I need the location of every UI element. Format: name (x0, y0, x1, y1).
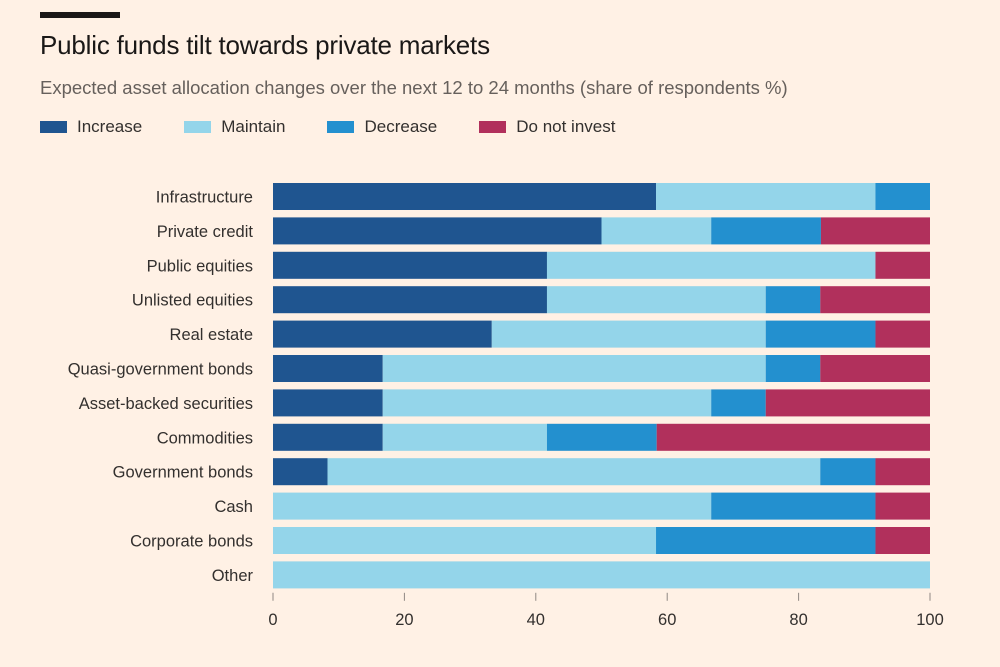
legend-label-increase: Increase (77, 117, 143, 136)
bar-increase-quasi-government-bonds (273, 355, 383, 382)
category-label: Private credit (157, 223, 254, 241)
legend-item-do-not-invest: Do not invest (479, 117, 615, 137)
legend-label-maintain: Maintain (221, 117, 286, 136)
category-label: Real estate (170, 326, 253, 344)
category-label: Quasi-government bonds (68, 361, 253, 379)
bar-maintain-government-bonds (327, 458, 821, 486)
bar-maintain-commodities (382, 423, 547, 451)
chart-subtitle: Expected asset allocation changes over t… (40, 77, 788, 98)
bar-do-not-invest-asset-backed-securities (765, 389, 930, 417)
bar-maintain-public-equities (546, 251, 876, 279)
bar-decrease-real-estate (765, 320, 876, 348)
bar-maintain-asset-backed-securities (382, 389, 712, 417)
bar-increase-public-equities (273, 251, 547, 279)
chart-title: Public funds tilt towards private market… (40, 30, 490, 60)
legend-swatch-maintain (184, 121, 212, 133)
bar-increase-commodities (273, 423, 383, 451)
bar-decrease-unlisted-equities (765, 286, 821, 314)
bar-do-not-invest-public-equities (875, 251, 930, 279)
bar-decrease-private-credit (711, 217, 821, 245)
bar-decrease-asset-backed-securities (711, 389, 766, 417)
bar-maintain-quasi-government-bonds (382, 355, 766, 382)
x-tick-label: 0 (268, 611, 277, 629)
legend-swatch-decrease (327, 121, 355, 133)
bar-increase-private-credit (273, 217, 602, 245)
bar-increase-unlisted-equities (273, 286, 547, 314)
brand-bar (40, 12, 120, 18)
bar-maintain-unlisted-equities (546, 286, 766, 314)
bar-increase-infrastructure (273, 183, 657, 210)
x-tick-label: 40 (527, 611, 545, 629)
stacked-bar-chart: Infrastructure Private credit Public equit… (68, 183, 944, 629)
category-label: Asset-backed securities (79, 395, 253, 413)
bar-increase-government-bonds (273, 458, 328, 486)
category-label: Cash (214, 498, 253, 516)
category-label: Commodities (157, 429, 253, 447)
x-tick-label: 100 (916, 611, 944, 629)
bar-increase-real-estate (273, 320, 492, 348)
bar-do-not-invest-corporate-bonds (875, 527, 930, 554)
legend-swatch-do-not-invest (479, 121, 507, 133)
bar-do-not-invest-private-credit (820, 217, 930, 245)
bar-do-not-invest-unlisted-equities (820, 286, 930, 314)
x-tick-label: 20 (395, 611, 413, 629)
bar-decrease-government-bonds (820, 458, 876, 486)
bar-decrease-infrastructure (875, 183, 930, 210)
bar-maintain-infrastructure (656, 183, 876, 210)
bar-maintain-private-credit (601, 217, 712, 245)
category-label: Infrastructure (156, 189, 253, 207)
category-label: Unlisted equities (132, 292, 253, 310)
bar-do-not-invest-commodities (656, 423, 930, 451)
bar-decrease-commodities (546, 423, 657, 451)
bar-maintain-corporate-bonds (273, 527, 657, 554)
legend-label-decrease: Decrease (364, 117, 438, 136)
bar-decrease-cash (711, 492, 876, 520)
bar-decrease-quasi-government-bonds (765, 355, 821, 382)
category-label: Corporate bonds (130, 533, 253, 551)
bar-maintain-real-estate (491, 320, 766, 348)
bar-decrease-corporate-bonds (656, 527, 876, 554)
bar-maintain-other (273, 561, 930, 589)
category-label: Other (212, 567, 254, 585)
legend-label-do-not-invest: Do not invest (516, 117, 616, 136)
bar-do-not-invest-cash (875, 492, 930, 520)
x-tick-label: 60 (658, 611, 676, 629)
bar-increase-asset-backed-securities (273, 389, 383, 417)
legend-item-increase: Increase (40, 117, 142, 137)
category-label: Government bonds (113, 464, 253, 482)
bar-do-not-invest-real-estate (875, 320, 930, 348)
legend-item-decrease: Decrease (327, 117, 437, 137)
bar-maintain-cash (273, 492, 712, 520)
legend-swatch-increase (40, 121, 67, 133)
x-tick-label: 80 (789, 611, 807, 629)
legend: Increase Maintain Decrease Do not invest (40, 117, 657, 137)
bar-do-not-invest-government-bonds (875, 458, 930, 486)
category-label: Public equities (147, 257, 253, 275)
bar-do-not-invest-quasi-government-bonds (820, 355, 930, 382)
legend-item-maintain: Maintain (184, 117, 285, 137)
